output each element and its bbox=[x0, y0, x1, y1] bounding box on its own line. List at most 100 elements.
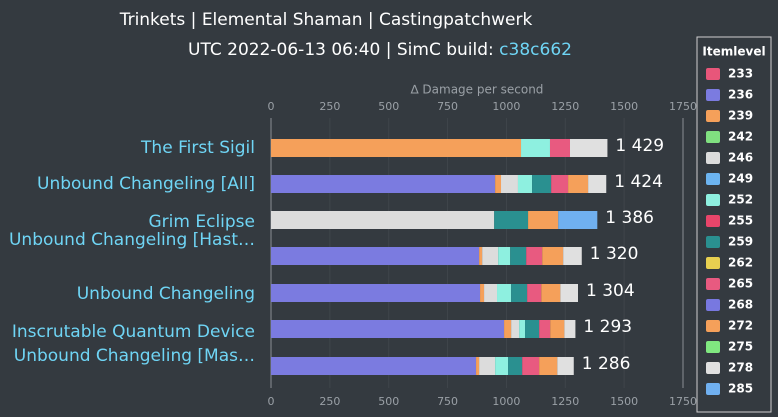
x-tick-label-bottom: 750 bbox=[437, 395, 458, 408]
bar-segment bbox=[532, 175, 552, 193]
legend-swatch bbox=[706, 278, 720, 290]
chart-subtitle: UTC 2022-06-13 06:40 | SimC build: c38c6… bbox=[188, 40, 572, 60]
x-tick-label-bottom: 250 bbox=[319, 395, 340, 408]
x-tick-label-top: 500 bbox=[378, 100, 399, 113]
x-tick-label-bottom: 500 bbox=[378, 395, 399, 408]
bar-segment bbox=[564, 320, 576, 338]
legend-box bbox=[696, 36, 772, 413]
legend-swatch bbox=[706, 152, 720, 164]
bar-segment bbox=[271, 139, 522, 157]
category-label: Unbound Changeling [All] bbox=[37, 174, 255, 194]
bar-segment bbox=[563, 247, 582, 265]
bar-segment bbox=[511, 320, 520, 338]
legend-title: Itemlevel bbox=[702, 45, 765, 59]
bar-segment bbox=[508, 357, 523, 375]
legend-swatch bbox=[706, 194, 720, 206]
x-tick-label-bottom: 1750 bbox=[669, 395, 697, 408]
legend-swatch bbox=[706, 68, 720, 80]
x-tick-label-bottom: 1000 bbox=[492, 395, 520, 408]
total-label: 1 320 bbox=[590, 244, 639, 264]
legend-label: 242 bbox=[728, 130, 753, 144]
legend-label: 265 bbox=[728, 277, 753, 291]
legend-swatch bbox=[706, 257, 720, 269]
x-tick-label-top: 1000 bbox=[492, 100, 520, 113]
legend-swatch bbox=[706, 341, 720, 353]
bar-segment bbox=[271, 211, 495, 229]
x-tick-label-top: 750 bbox=[437, 100, 458, 113]
legend-swatch bbox=[706, 320, 720, 332]
subtitle-text: UTC 2022-06-13 06:40 | SimC build: bbox=[188, 40, 499, 60]
legend-label: 236 bbox=[728, 88, 753, 102]
legend-swatch bbox=[706, 362, 720, 374]
legend-swatch bbox=[706, 110, 720, 122]
legend-label: 259 bbox=[728, 235, 753, 249]
x-tick-label-top: 1500 bbox=[610, 100, 638, 113]
bar-segment bbox=[526, 247, 543, 265]
legend-swatch bbox=[706, 131, 720, 143]
legend-swatch bbox=[706, 236, 720, 248]
bar-segment bbox=[558, 211, 598, 229]
legend-label: 285 bbox=[728, 382, 753, 396]
total-label: 1 293 bbox=[583, 317, 632, 337]
x-tick-label-bottom: 1250 bbox=[551, 395, 579, 408]
build-link[interactable]: c38c662 bbox=[499, 40, 572, 60]
bar-segment bbox=[495, 175, 502, 193]
bar-segment bbox=[568, 175, 589, 193]
bar-segment bbox=[271, 284, 481, 302]
legend-label: 262 bbox=[728, 256, 753, 270]
bar-segment bbox=[271, 247, 480, 265]
bar-segment bbox=[495, 357, 509, 375]
category-label: Grim Eclipse bbox=[149, 212, 256, 232]
bar-segment bbox=[519, 320, 526, 338]
bar-segment bbox=[517, 175, 533, 193]
legend-label: 246 bbox=[728, 151, 753, 165]
legend-swatch bbox=[706, 89, 720, 101]
bar-segment bbox=[557, 357, 574, 375]
category-label: Inscrutable Quantum Device bbox=[12, 322, 255, 342]
category-label: Unbound Changeling [Hast… bbox=[9, 230, 255, 250]
bar-segment bbox=[550, 320, 565, 338]
legend-label: 249 bbox=[728, 172, 753, 186]
x-tick-label-top: 250 bbox=[319, 100, 340, 113]
bar-segment bbox=[541, 284, 561, 302]
bar-segment bbox=[482, 247, 499, 265]
legend-label: 239 bbox=[728, 109, 753, 123]
legend-label: 268 bbox=[728, 298, 753, 312]
bar-segment bbox=[525, 320, 540, 338]
legend-swatch bbox=[706, 215, 720, 227]
bar-segment bbox=[511, 284, 528, 302]
bar-segment bbox=[498, 247, 511, 265]
bar-segment bbox=[527, 284, 542, 302]
chart-title: Trinkets | Elemental Shaman | Castingpat… bbox=[119, 10, 533, 30]
bar-segment bbox=[271, 175, 496, 193]
x-axis-label: ∆ Damage per second bbox=[410, 83, 544, 97]
bar-segment bbox=[539, 357, 558, 375]
x-tick-label-top: 1250 bbox=[551, 100, 579, 113]
legend-swatch bbox=[706, 299, 720, 311]
bar-segment bbox=[476, 357, 480, 375]
x-tick-label-bottom: 0 bbox=[268, 395, 275, 408]
legend-label: 275 bbox=[728, 340, 753, 354]
bar-segment bbox=[271, 320, 505, 338]
legend-swatch bbox=[706, 383, 720, 395]
legend-label: 252 bbox=[728, 193, 753, 207]
total-label: 1 424 bbox=[614, 172, 663, 192]
category-label: The First Sigil bbox=[140, 138, 255, 158]
legend-label: 255 bbox=[728, 214, 753, 228]
category-label: Unbound Changeling [Mas… bbox=[14, 346, 255, 366]
bar-segment bbox=[560, 284, 578, 302]
total-label: 1 386 bbox=[605, 208, 654, 228]
bar-segment bbox=[539, 320, 551, 338]
bar-segment bbox=[497, 284, 512, 302]
bar-segment bbox=[494, 211, 529, 229]
bar-segment bbox=[484, 284, 498, 302]
x-tick-label-top: 0 bbox=[268, 100, 275, 113]
category-label: Unbound Changeling bbox=[77, 284, 255, 304]
bar-segment bbox=[501, 175, 518, 193]
x-tick-label-bottom: 1500 bbox=[610, 395, 638, 408]
legend-swatch bbox=[706, 173, 720, 185]
bar-segment bbox=[569, 139, 608, 157]
bar-segment bbox=[528, 211, 559, 229]
bar-segment bbox=[549, 139, 570, 157]
